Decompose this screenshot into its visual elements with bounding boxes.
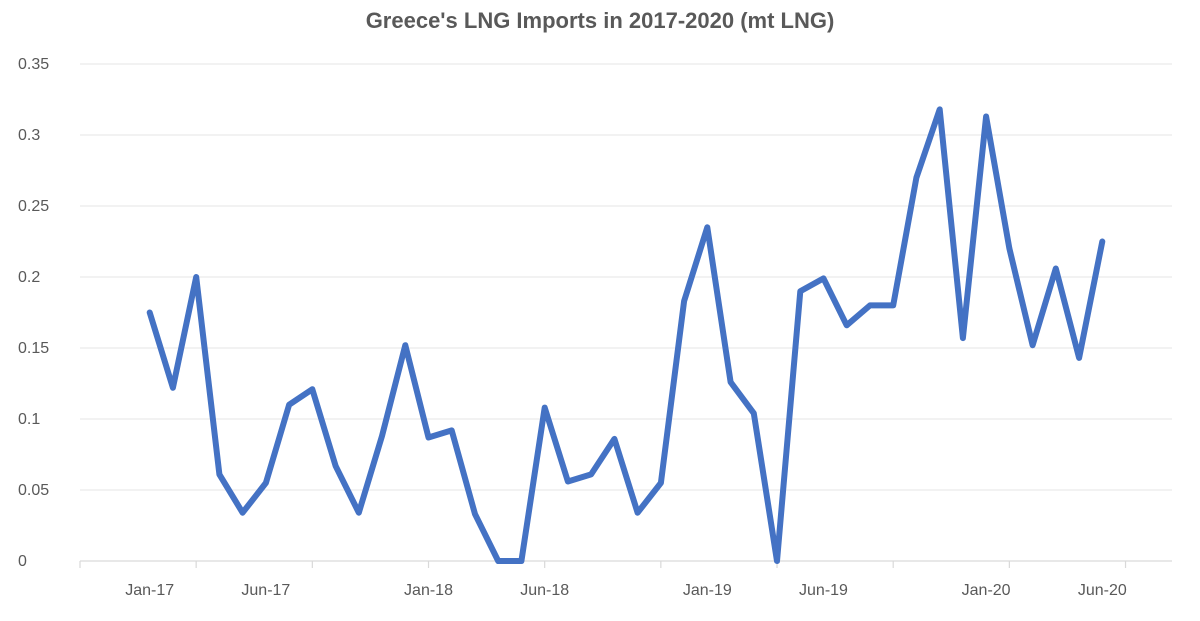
x-tick-label: Jun-20 bbox=[1078, 582, 1127, 599]
y-tick-label: 0 bbox=[18, 553, 27, 570]
series-line bbox=[146, 106, 1106, 564]
axes bbox=[79, 560, 1172, 568]
y-tick-label: 0.2 bbox=[18, 269, 40, 286]
gridlines bbox=[80, 63, 1172, 491]
y-axis-tick-labels: 0 0.05 0.1 0.15 0.2 0.25 0.3 0.35 bbox=[18, 56, 49, 570]
x-tick-label: Jun-17 bbox=[241, 582, 290, 599]
x-tick-label: Jan-19 bbox=[683, 582, 732, 599]
x-tick-label: Jan-18 bbox=[404, 582, 453, 599]
data-series bbox=[146, 106, 1106, 564]
x-axis-tick-labels: Jan-17 Jun-17 Jan-18 Jun-18 Jan-19 Jun-19 Jan-… bbox=[125, 582, 1127, 599]
y-tick-label: 0.05 bbox=[18, 482, 49, 499]
x-tick-label: Jan-20 bbox=[962, 582, 1011, 599]
y-tick-label: 0.35 bbox=[18, 56, 49, 73]
y-tick-label: 0.25 bbox=[18, 198, 49, 215]
x-tick-label: Jan-17 bbox=[125, 582, 174, 599]
x-tick-label: Jun-19 bbox=[799, 582, 848, 599]
chart-title: Greece's LNG Imports in 2017-2020 (mt LN… bbox=[365, 8, 835, 33]
x-tick-label: Jun-18 bbox=[520, 582, 569, 599]
y-tick-label: 0.3 bbox=[18, 127, 40, 144]
y-tick-label: 0.1 bbox=[18, 411, 40, 428]
y-tick-label: 0.15 bbox=[18, 340, 49, 357]
